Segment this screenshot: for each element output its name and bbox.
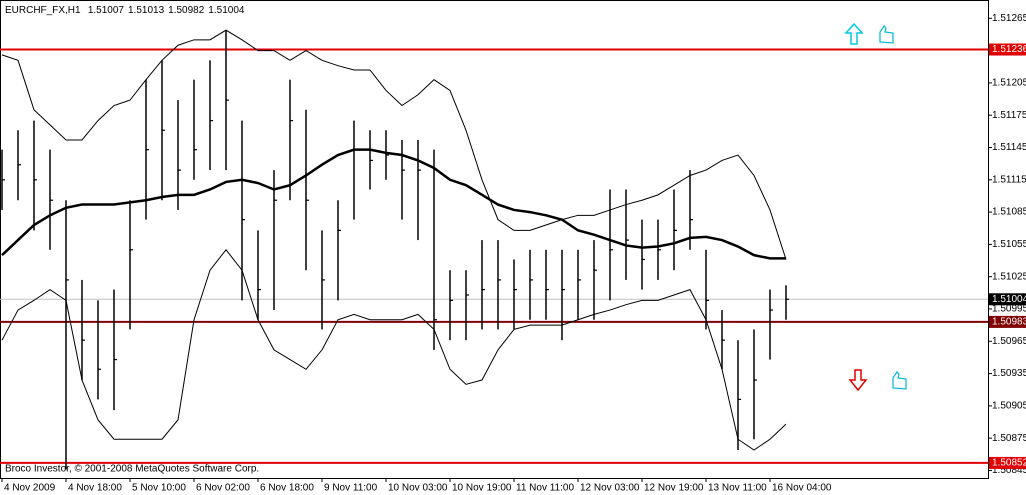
signal-icons [844,22,907,392]
thumb-icon [892,371,907,390]
x-tick-label: 10 Nov 19:00 [452,483,512,494]
y-tick-label: 1.51175 [992,110,1026,121]
thumb-up-icon [879,25,894,44]
bid-label-box [989,293,1026,306]
level-label-box [989,43,1026,56]
y-tick-label: 1.51145 [992,142,1026,153]
x-tick-label: 6 Nov 18:00 [260,483,314,494]
symbol: EURCHF_FX,H1 [5,5,81,16]
up-arrow-icon [844,22,864,45]
y-tick-label: 1.51115 [992,174,1026,185]
bid-label: 1.51004 [992,294,1026,305]
down-arrow-icon [848,369,868,392]
level-label-box [989,315,1026,328]
x-tick-label: 4 Nov 18:00 [68,483,122,494]
x-tick-label: 10 Nov 03:00 [388,483,448,494]
level-label: 1.50852 [992,458,1026,469]
y-tick-label: 1.51265 [992,13,1026,24]
copyright: Broco Investor, © 2001-2008 MetaQuotes S… [5,464,259,475]
y-tick-label: 1.50875 [992,433,1026,444]
indicator-line [1,29,787,260]
quote-value: 1.50982 [168,5,205,16]
indicator-line [1,148,786,260]
indicator-line [1,248,787,451]
y-tick-label: 1.50995 [992,304,1026,315]
y-tick-label: 1.50965 [992,336,1026,347]
plot-frame [0,0,989,479]
x-tick-label: 11 Nov 11:00 [516,483,574,494]
quote-value: 1.51013 [128,5,165,16]
y-tick-label: 1.51085 [992,207,1026,218]
quote-value: 1.51004 [208,5,245,16]
quote-value: 1.51007 [88,5,125,16]
x-tick-label: 6 Nov 02:00 [196,483,250,494]
plot-area [0,29,988,470]
y-tick-label: 1.50905 [992,401,1026,412]
x-tick-label: 9 Nov 11:00 [324,483,378,494]
y-tick-label: 1.51055 [992,239,1026,250]
x-tick-label: 12 Nov 19:00 [644,483,704,494]
level-label-box [989,456,1026,469]
x-tick-label: 12 Nov 03:00 [580,483,640,494]
x-tick-label: 16 Nov 04:00 [772,483,832,494]
x-tick-label: 4 Nov 2009 [4,483,56,494]
x-tick-label: 5 Nov 10:00 [132,483,186,494]
x-tick-label: 13 Nov 11:00 [708,483,767,494]
y-tick-label: 1.51205 [992,78,1026,89]
chart-header: EURCHF_FX,H1 1.51007 1.51013 1.50982 1.51004 [5,5,245,16]
level-label: 1.51236 [992,44,1026,55]
y-tick-label: 1.51025 [992,271,1026,282]
y-tick-label: 1.50845 [992,465,1026,476]
level-label: 1.50983 [992,317,1026,328]
y-tick-label: 1.50935 [992,368,1026,379]
